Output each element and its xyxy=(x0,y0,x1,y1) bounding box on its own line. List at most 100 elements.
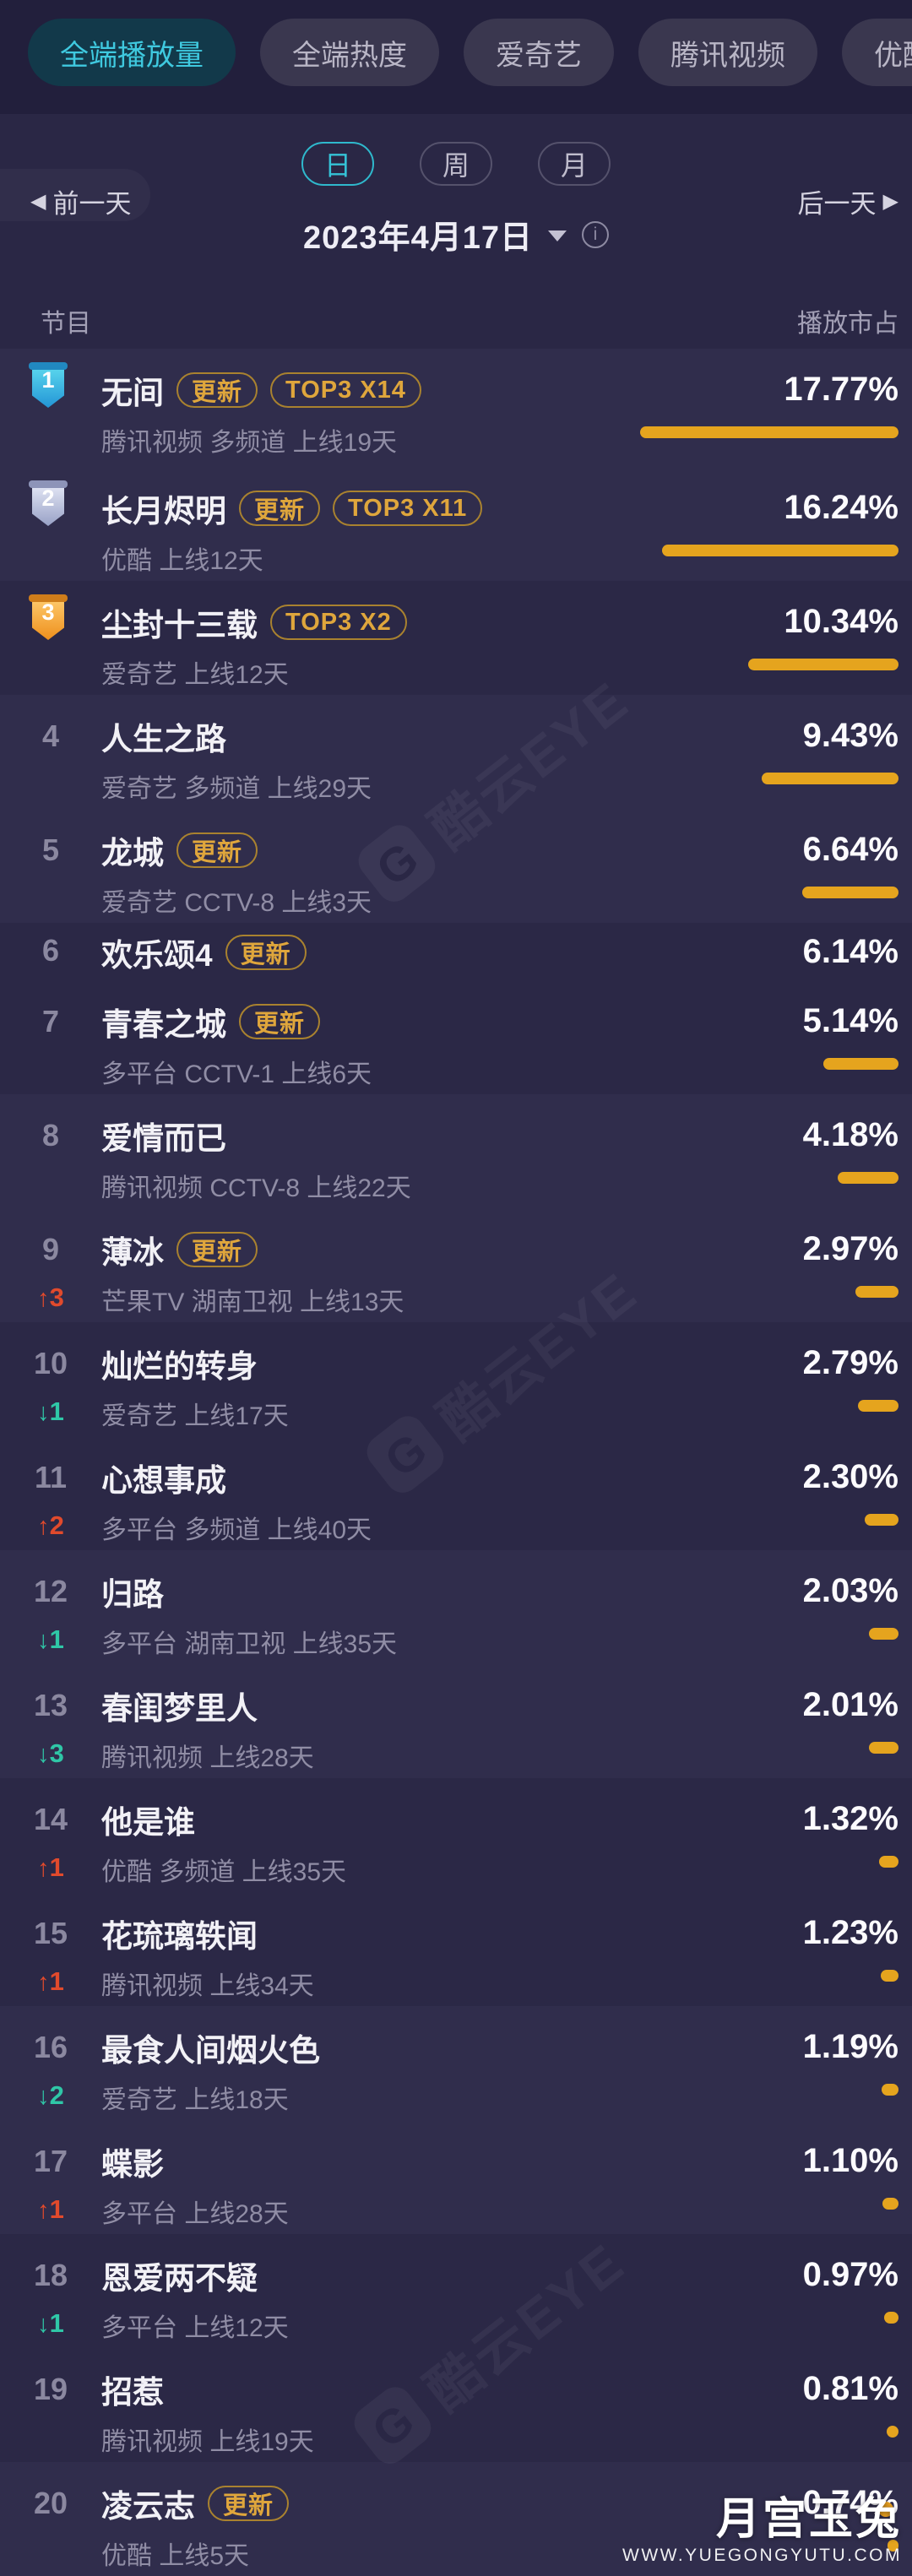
rank-number: 7 xyxy=(41,1004,60,1039)
rank-medal-blue: 1 xyxy=(29,362,68,408)
prev-day-button[interactable]: ◀ 前一天 xyxy=(30,182,131,220)
share-percentage: 2.03% xyxy=(802,1572,898,1609)
program-title: 恩爱两不疑 xyxy=(101,2261,258,2296)
list-item[interactable]: 18 ↓1 恩爱两不疑 0.97% 多平台 上线12天 xyxy=(0,2234,912,2348)
row-main-line: 爱情而已 xyxy=(101,1114,226,1157)
next-day-button[interactable]: 后一天 ▶ xyxy=(798,182,898,220)
rank-number: 1 xyxy=(41,367,55,393)
platform-subtitle: 腾讯视频 上线34天 xyxy=(101,1972,314,2000)
period-option-1[interactable]: 日 xyxy=(301,142,374,186)
platform-subtitle: 多平台 上线12天 xyxy=(101,2314,289,2342)
arrow-up-icon: ↑ xyxy=(37,2197,50,2224)
site-watermark-url: WWW.YUEGONGYUTU.COM xyxy=(622,2546,902,2565)
rank-number: 6 xyxy=(41,933,60,968)
tab-2[interactable]: 全端热度 xyxy=(260,19,439,86)
medal-cap-icon xyxy=(29,480,68,488)
rank-number: 9 xyxy=(41,1232,60,1266)
share-percentage: 6.64% xyxy=(802,831,898,868)
share-percentage: 16.24% xyxy=(784,489,898,526)
list-item[interactable]: 8 爱情而已 4.18% 腾讯视频 CCTV-8 上线22天 xyxy=(0,1094,912,1208)
updated-tag: 更新 xyxy=(208,2486,290,2521)
list-item[interactable]: 16 ↓2 最食人间烟火色 1.19% 爱奇艺 上线18天 xyxy=(0,2006,912,2120)
list-item[interactable]: 10 ↓1 灿烂的转身 2.79% 爱奇艺 上线17天 xyxy=(0,1322,912,1436)
list-item[interactable]: 11 ↑2 心想事成 2.30% 多平台 多频道 上线40天 xyxy=(0,1436,912,1550)
row-main-line: 欢乐颂4 更新 xyxy=(101,931,307,973)
rank-number: 10 xyxy=(33,1346,68,1380)
share-percentage: 5.14% xyxy=(802,1002,898,1039)
rank-number: 4 xyxy=(41,719,60,753)
arrow-up-icon: ↑ xyxy=(37,1855,50,1882)
site-watermark: 月宫玉兔 WWW.YUEGONGYUTU.COM xyxy=(622,2497,902,2566)
platform-subtitle: 多平台 多频道 上线40天 xyxy=(101,1516,372,1544)
rank-change-value: 2 xyxy=(49,2080,64,2110)
list-item[interactable]: 9 ↑3 薄冰 更新 2.97% 芒果TV 湖南卫视 上线13天 xyxy=(0,1208,912,1322)
date-label[interactable]: 2023年4月17日 xyxy=(303,220,533,256)
tab-1[interactable]: 全端播放量 xyxy=(28,19,236,86)
share-percentage: 10.34% xyxy=(784,603,898,640)
row-main-line: 尘封十三载 TOP3 X2 xyxy=(101,601,407,643)
rank-number: 11 xyxy=(34,1460,68,1494)
rank-medal-silver: 2 xyxy=(29,480,68,526)
row-main-line: 青春之城 更新 xyxy=(101,1001,321,1043)
row-main-line: 他是谁 xyxy=(101,1798,195,1841)
date-selector: 2023年4月17日 i xyxy=(0,211,912,258)
share-percentage: 1.23% xyxy=(802,1914,898,1951)
platform-subtitle: 优酷 上线12天 xyxy=(101,547,263,575)
row-main-line: 无间 更新 TOP3 X14 xyxy=(101,369,421,411)
rank-number: 20 xyxy=(33,2486,68,2520)
rank-change-value: 1 xyxy=(49,1852,64,1882)
rank-change-value: 1 xyxy=(49,2194,64,2224)
list-item[interactable]: 20 凌云志 更新 0.74% 优酷 上线5天 xyxy=(0,2462,912,2576)
share-bar xyxy=(823,1058,898,1070)
list-item[interactable]: 7 青春之城 更新 5.14% 多平台 CCTV-1 上线6天 xyxy=(0,980,912,1094)
row-main-line: 灿烂的转身 xyxy=(101,1342,258,1385)
program-title: 青春之城 xyxy=(101,1007,226,1042)
list-item[interactable]: 6 欢乐颂4 更新 6.14% xyxy=(0,923,912,980)
list-item[interactable]: 15 ↑1 花琉璃轶闻 1.23% 腾讯视频 上线34天 xyxy=(0,1892,912,2006)
moon-dot-icon xyxy=(878,2502,893,2517)
list-item[interactable]: 5 龙城 更新 6.64% 爱奇艺 CCTV-8 上线3天 xyxy=(0,809,912,923)
rank-change-value: 2 xyxy=(49,1510,64,1540)
arrow-down-icon: ↓ xyxy=(37,1399,50,1426)
list-item[interactable]: 13 ↓3 春闺梦里人 2.01% 腾讯视频 上线28天 xyxy=(0,1664,912,1778)
row-main-line: 凌云志 更新 xyxy=(101,2482,290,2524)
info-icon[interactable]: i xyxy=(581,220,609,248)
list-item[interactable]: 2 长月烬明 更新 TOP3 X11 16.24% 优酷 上线12天 xyxy=(0,467,912,581)
column-header-share: 播放市占 xyxy=(797,310,898,338)
program-title: 花琉璃轶闻 xyxy=(101,1919,258,1954)
platform-subtitle: 爱奇艺 上线12天 xyxy=(101,661,289,689)
list-item[interactable]: 4 人生之路 9.43% 爱奇艺 多频道 上线29天 xyxy=(0,695,912,809)
share-bar xyxy=(748,659,898,670)
list-item[interactable]: 1 无间 更新 TOP3 X14 17.77% 腾讯视频 多频道 上线19天 xyxy=(0,349,912,467)
list-item[interactable]: 12 ↓1 归路 2.03% 多平台 湖南卫视 上线35天 xyxy=(0,1550,912,1664)
rank-change-up: ↑1 xyxy=(0,1966,101,1997)
list-item[interactable]: 17 ↑1 蝶影 1.10% 多平台 上线28天 xyxy=(0,2120,912,2234)
rank-change-value: 3 xyxy=(49,1738,64,1768)
list-item[interactable]: 19 招惹 0.81% 腾讯视频 上线19天 xyxy=(0,2348,912,2462)
rank-change-up: ↑3 xyxy=(0,1283,101,1313)
tab-3[interactable]: 爱奇艺 xyxy=(464,19,614,86)
share-bar xyxy=(865,1514,898,1526)
updated-tag: 更新 xyxy=(225,935,307,970)
platform-subtitle: 爱奇艺 多频道 上线29天 xyxy=(101,775,372,803)
platform-subtitle: 多平台 湖南卫视 上线35天 xyxy=(101,1630,398,1658)
prev-arrow-icon: ◀ xyxy=(30,190,46,213)
rank-change-value: 1 xyxy=(49,2308,64,2338)
rank-change-up: ↑1 xyxy=(0,2194,101,2225)
list-item[interactable]: 3 尘封十三载 TOP3 X2 10.34% 爱奇艺 上线12天 xyxy=(0,581,912,695)
tab-5[interactable]: 优酷 xyxy=(842,19,912,86)
period-option-2[interactable]: 周 xyxy=(420,142,492,186)
share-bar xyxy=(884,2312,898,2324)
rank-change-up: ↑1 xyxy=(0,1852,101,1883)
rank-number: 19 xyxy=(33,2372,68,2406)
tab-4[interactable]: 腾讯视频 xyxy=(638,19,817,86)
rank-number: 8 xyxy=(41,1118,60,1152)
arrow-down-icon: ↓ xyxy=(37,2083,50,2110)
period-option-3[interactable]: 月 xyxy=(538,142,611,186)
chevron-down-icon[interactable] xyxy=(547,230,567,241)
top3-tag: TOP3 X14 xyxy=(270,372,421,408)
medal-cap-icon xyxy=(29,594,68,602)
list-item[interactable]: 14 ↑1 他是谁 1.32% 优酷 多频道 上线35天 xyxy=(0,1778,912,1892)
program-title: 蝶影 xyxy=(101,2147,164,2182)
share-bar xyxy=(879,1856,898,1868)
